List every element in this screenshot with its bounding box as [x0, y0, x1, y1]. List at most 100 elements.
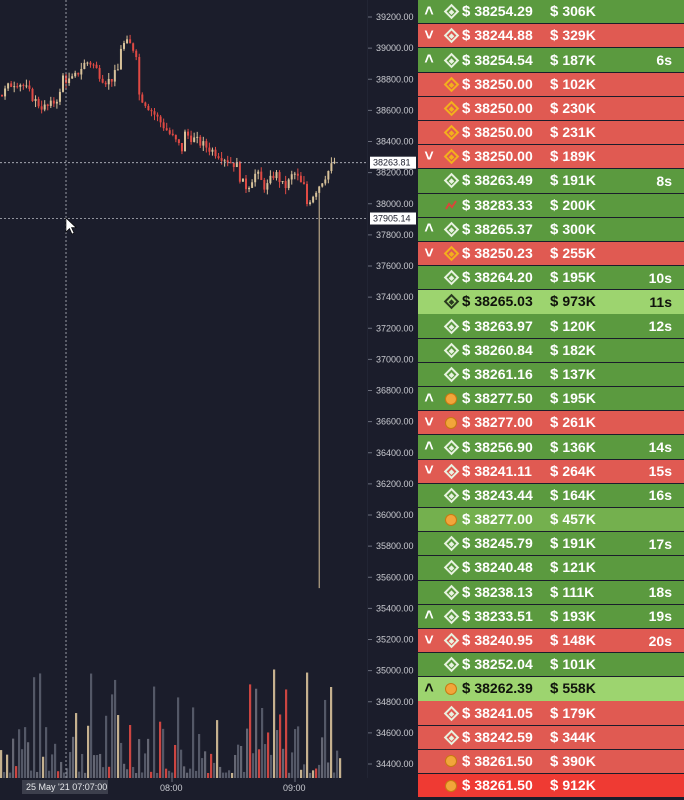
binance-icon — [440, 535, 462, 552]
volume-bar — [36, 771, 39, 778]
binance-icon — [440, 439, 462, 455]
dollar-icon: $ — [550, 269, 559, 287]
candle-body — [58, 91, 61, 102]
candle-body — [113, 70, 116, 82]
volume-bar — [3, 772, 6, 778]
trade-size: $300K — [550, 221, 616, 238]
trade-row: ˅ $38250.23 $255K — [418, 241, 684, 266]
binance-icon — [440, 560, 462, 576]
trade-size: $195K — [550, 390, 616, 407]
volume-bar — [141, 772, 144, 778]
coin-icon — [440, 682, 462, 695]
volume-bar — [210, 753, 213, 778]
trade-size-value: 191K — [562, 535, 596, 552]
dollar-icon: $ — [462, 462, 471, 480]
candle-body — [132, 43, 135, 51]
candle-body — [168, 130, 171, 134]
volume-bar — [132, 766, 135, 778]
dollar-icon: $ — [462, 51, 471, 69]
trade-size: $111K — [550, 584, 616, 601]
price-axis-label: 37400.00 — [376, 292, 414, 302]
volume-bar — [114, 679, 117, 778]
trade-price-value: 38244.88 — [474, 27, 533, 44]
volume-bar — [93, 755, 96, 778]
volume-bar — [177, 697, 180, 778]
trade-price-value: 38254.54 — [474, 51, 533, 68]
price-chart[interactable]: 39200.00 39000.00 38800.00 38600.00 38400.00… — [0, 0, 418, 800]
binance-icon — [440, 269, 462, 286]
trade-size: $231K — [550, 124, 616, 141]
volume-bar — [147, 738, 150, 778]
binance-icon — [440, 318, 462, 334]
volume-bar — [204, 751, 207, 778]
binance-icon — [440, 221, 462, 238]
dollar-icon: $ — [462, 486, 471, 504]
candle-body — [327, 170, 330, 180]
dollar-icon: $ — [550, 390, 559, 408]
dollar-icon: $ — [462, 3, 471, 21]
trade-price: $38250.23 — [462, 245, 550, 262]
trade-size: $191K — [550, 172, 616, 189]
binance-icon — [440, 487, 462, 504]
trade-price-value: 38263.49 — [474, 172, 533, 189]
binance-icon — [440, 729, 462, 746]
crosshair-time-tag-bg — [22, 780, 108, 794]
candle-body — [101, 78, 104, 83]
trade-size: $195K — [550, 269, 616, 286]
trade-size: $558K — [550, 680, 616, 697]
candle-body — [269, 175, 272, 184]
trade-price-value: 38240.48 — [474, 559, 533, 576]
chevron-up-icon: ˄ — [424, 679, 434, 697]
price-axis-label: 35200.00 — [376, 635, 414, 645]
dollar-icon: $ — [550, 511, 559, 529]
trade-price-value: 38256.90 — [474, 438, 533, 455]
candle-body — [95, 64, 98, 69]
dollar-icon: $ — [550, 559, 559, 577]
candle-body — [254, 173, 257, 183]
volume-bar — [315, 768, 318, 778]
volume-bar — [333, 772, 336, 778]
price-axis-label: 37200.00 — [376, 323, 414, 333]
candle-body — [229, 162, 232, 164]
candle-body — [293, 173, 296, 175]
trade-price-value: 38277.50 — [474, 390, 533, 407]
candle-body — [110, 78, 113, 82]
volume-bar — [6, 754, 9, 778]
trade-row: ˅ $38250.00 $189K — [418, 145, 684, 169]
trade-row: $38243.44 $164K 16s — [418, 483, 684, 508]
trade-row: ˅ $38241.11 $264K 15s — [418, 459, 684, 483]
binance-icon — [440, 608, 462, 625]
trade-size-value: 457K — [562, 511, 596, 528]
trade-size: $200K — [550, 197, 616, 214]
trade-price: $38233.51 — [462, 608, 550, 625]
trade-price: $38265.03 — [462, 293, 550, 310]
candle-body — [299, 175, 302, 183]
candle-body — [180, 142, 183, 152]
volume-bar — [99, 753, 102, 778]
candle-body — [312, 196, 315, 203]
candle-body — [281, 181, 284, 183]
volume-bar — [276, 730, 279, 778]
price-axis-label: 36800.00 — [376, 386, 414, 396]
trade-price-value: 38254.29 — [474, 3, 533, 20]
volume-bar — [231, 772, 234, 778]
volume-bar — [63, 772, 66, 778]
dollar-icon: $ — [462, 535, 471, 553]
volume-bar — [174, 744, 177, 778]
candle-body — [123, 43, 125, 49]
volume-bar — [201, 758, 204, 778]
volume-bar — [189, 768, 192, 778]
trade-size-value: 200K — [562, 196, 596, 213]
volume-bar — [126, 769, 129, 778]
dollar-icon: $ — [550, 752, 559, 770]
price-axis-label: 37600.00 — [376, 261, 414, 271]
volume-bar — [228, 770, 231, 778]
trade-price-value: 38250.00 — [474, 124, 533, 141]
trade-row: ˄ $38254.54 $187K 6s — [418, 48, 684, 72]
crosshair-time-tag: 25 May '21 07:07:00 — [26, 782, 107, 792]
trade-price: $38240.95 — [462, 632, 550, 649]
candle-body — [138, 57, 141, 95]
dollar-icon: $ — [550, 777, 559, 795]
chevron-down-icon: ˅ — [424, 413, 434, 431]
candlestick-chart-svg[interactable]: 39200.00 39000.00 38800.00 38600.00 38400.00… — [0, 0, 418, 800]
